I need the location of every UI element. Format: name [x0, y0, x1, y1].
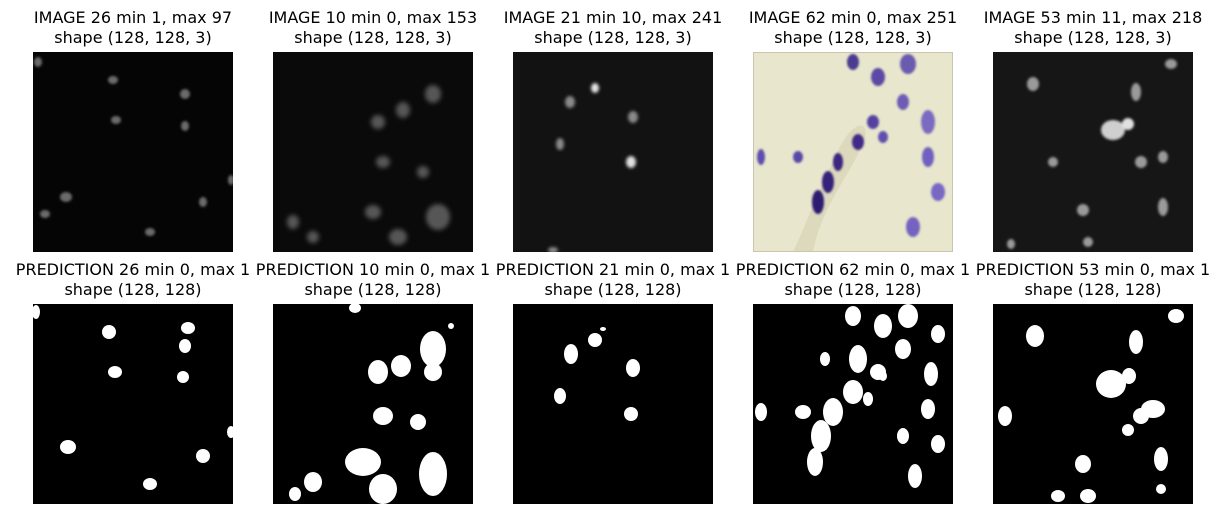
- image-panel-10: [273, 52, 473, 252]
- panel-shape: shape (128, 128): [544, 280, 682, 299]
- image-panel-53: [993, 52, 1193, 252]
- panel-title: IMAGE 53 min 11, max 218: [983, 8, 1203, 27]
- panel-shape: shape (128, 128): [64, 280, 202, 299]
- prediction-mask-26: [33, 304, 233, 504]
- image-panel-26: [33, 52, 233, 252]
- image-panel-62: [753, 52, 953, 252]
- image-panel-21: [513, 52, 713, 252]
- panel-title: PREDICTION 53 min 0, max 1: [975, 260, 1211, 279]
- panel-title: PREDICTION 21 min 0, max 1: [495, 260, 731, 279]
- prediction-mask-62: [753, 304, 953, 504]
- panel-shape: shape (128, 128, 3): [54, 28, 212, 47]
- panel-shape: shape (128, 128, 3): [534, 28, 692, 47]
- panel-title: PREDICTION 10 min 0, max 1: [255, 260, 491, 279]
- panel-shape: shape (128, 128): [784, 280, 922, 299]
- prediction-mask-53: [993, 304, 1193, 504]
- panel-title: PREDICTION 26 min 0, max 1: [15, 260, 251, 279]
- prediction-mask-10: [273, 304, 473, 504]
- panel-shape: shape (128, 128, 3): [294, 28, 452, 47]
- panel-shape: shape (128, 128, 3): [774, 28, 932, 47]
- panel-title: IMAGE 10 min 0, max 153: [268, 8, 478, 27]
- prediction-mask-21: [513, 304, 713, 504]
- panel-title: IMAGE 21 min 10, max 241: [503, 8, 723, 27]
- panel-title: PREDICTION 62 min 0, max 1: [735, 260, 971, 279]
- panel-shape: shape (128, 128, 3): [1014, 28, 1172, 47]
- panel-title: IMAGE 62 min 0, max 251: [748, 8, 958, 27]
- panel-shape: shape (128, 128): [304, 280, 442, 299]
- panel-title: IMAGE 26 min 1, max 97: [33, 8, 233, 27]
- panel-shape: shape (128, 128): [1024, 280, 1162, 299]
